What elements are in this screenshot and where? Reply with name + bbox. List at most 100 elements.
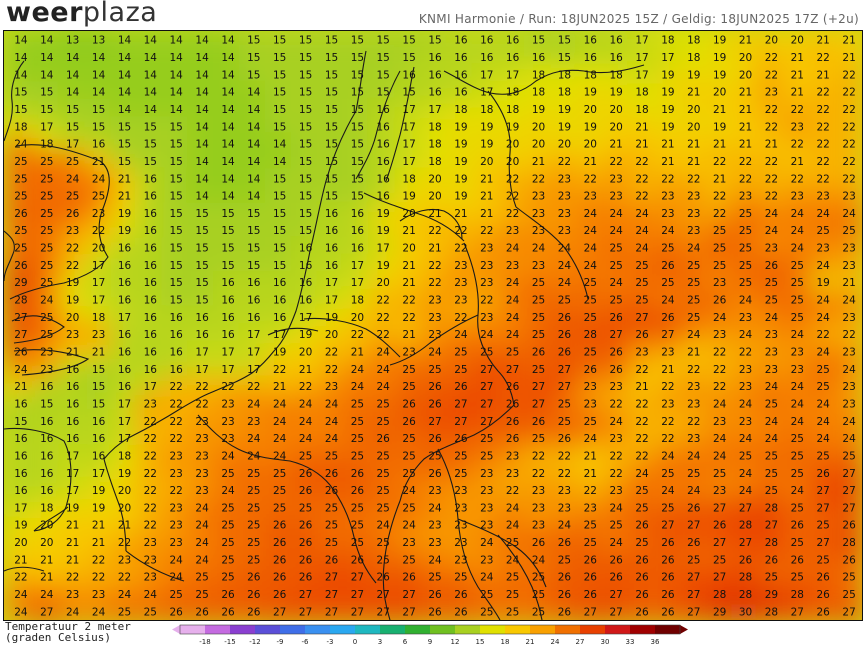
temperature-value: 21 [817,69,830,81]
temperature-cell [213,410,243,432]
temperature-cell [704,462,735,484]
temperature-cell [31,81,62,103]
temperature-cell [808,115,839,137]
temperature-cell [135,81,166,103]
temperature-value: 16 [195,312,209,324]
temperature-value: 23 [402,537,415,549]
temperature-value: 25 [402,502,415,514]
temperature-value: 25 [765,399,778,411]
temperature-value: 17 [273,329,286,341]
temperature-value: 26 [817,572,831,584]
temperature-value: 22 [842,69,855,81]
temperature-cell [445,184,476,207]
temperature-value: 17 [480,69,493,81]
temperature-value: 23 [842,347,855,359]
temperature-value: 15 [221,260,234,272]
temperature-cell [187,167,218,189]
temperature-value: 16 [92,433,106,445]
temperature-cell [834,81,862,103]
temperature-cell [368,81,399,103]
temperature-value: 17 [221,364,234,376]
temperature-value: 26 [791,554,805,566]
temperature-cell [627,81,657,103]
temperature-value: 15 [299,35,312,47]
temperature-cell [730,236,761,259]
temperature-value: 25 [40,173,53,185]
temperature-cell [445,444,476,467]
temperature-cell [290,271,321,293]
temperature-value: 25 [635,260,648,272]
temperature-value: 22 [842,139,855,151]
temperature-value: 26 [610,364,624,376]
temperature-value: 21 [791,87,804,99]
temperature-cell [834,150,862,172]
temperature-value: 27 [351,572,364,584]
temperature-value: 23 [842,312,855,324]
temperature-value: 21 [480,173,493,185]
temperature-value: 24 [558,260,572,272]
temperature-value: 25 [739,208,752,220]
temperature-value: 22 [842,104,855,116]
temperature-map[interactable]: 14 14 13 13 14 14 14 14 14 15 15 15 15 15 15 15 15 16 16 16… [3,30,863,621]
temperature-cell [31,202,62,224]
temperature-value: 26 [817,468,831,480]
temperature-cell [730,496,761,518]
color-scale-segment [430,625,456,634]
temperature-value: 16 [325,225,339,237]
temperature-value: 24 [118,589,132,601]
temperature-value: 23 [454,502,467,514]
temperature-value: 29 [14,277,27,289]
temperature-cell [420,462,450,484]
temperature-cell [342,410,373,432]
temperature-value: 28 [713,589,726,601]
temperature-cell [31,323,62,345]
temperature-value: 25 [842,450,855,462]
temperature-cell [187,288,218,311]
temperature-value: 19 [480,121,493,133]
temperature-value: 15 [66,104,79,116]
temperature-value: 14 [195,35,209,47]
temperature-cell [342,184,373,207]
temperature-cell [109,219,140,241]
temperature-value: 15 [273,87,286,99]
temperature-value: 25 [221,502,234,514]
color-scale-segment [280,625,306,634]
temperature-cell [57,31,88,51]
temperature-cell [368,254,399,276]
temperature-value: 27 [532,381,545,393]
temperature-value: 27 [687,572,700,584]
temperature-value: 22 [558,468,571,480]
temperature-cell [523,462,554,484]
temperature-value: 24 [506,277,520,289]
temperature-cell [187,323,218,345]
temperature-value: 24 [765,225,779,237]
weerplaza-logo[interactable]: weerplaza [6,0,157,28]
temperature-cell [782,63,813,85]
temperature-value: 14 [195,139,209,151]
temperature-value: 16 [610,35,624,47]
temperature-value: 24 [791,208,805,220]
temperature-value: 25 [635,277,648,289]
temperature-cell [316,496,347,518]
temperature-cell [678,31,709,51]
temperature-cell [290,531,321,553]
temperature-value: 16 [402,69,416,81]
temperature-value: 23 [842,399,855,411]
temperature-cell [497,392,528,415]
temperature-cell [627,46,657,68]
temperature-cell [135,375,166,397]
temperature-value: 16 [506,35,520,47]
temperature-value: 20 [506,139,519,151]
temperature-value: 26 [791,520,805,532]
temperature-cell [549,340,580,363]
temperature-value: 17 [92,468,105,480]
temperature-cell [575,479,606,501]
temperature-cell [238,254,269,276]
temperature-value: 25 [739,260,752,272]
temperature-cell [368,323,399,345]
temperature-value: 23 [40,364,53,376]
temperature-cell [420,115,450,137]
temperature-value: 13 [92,35,105,47]
temperature-value: 15 [377,87,390,99]
temperature-value: 24 [144,589,158,601]
